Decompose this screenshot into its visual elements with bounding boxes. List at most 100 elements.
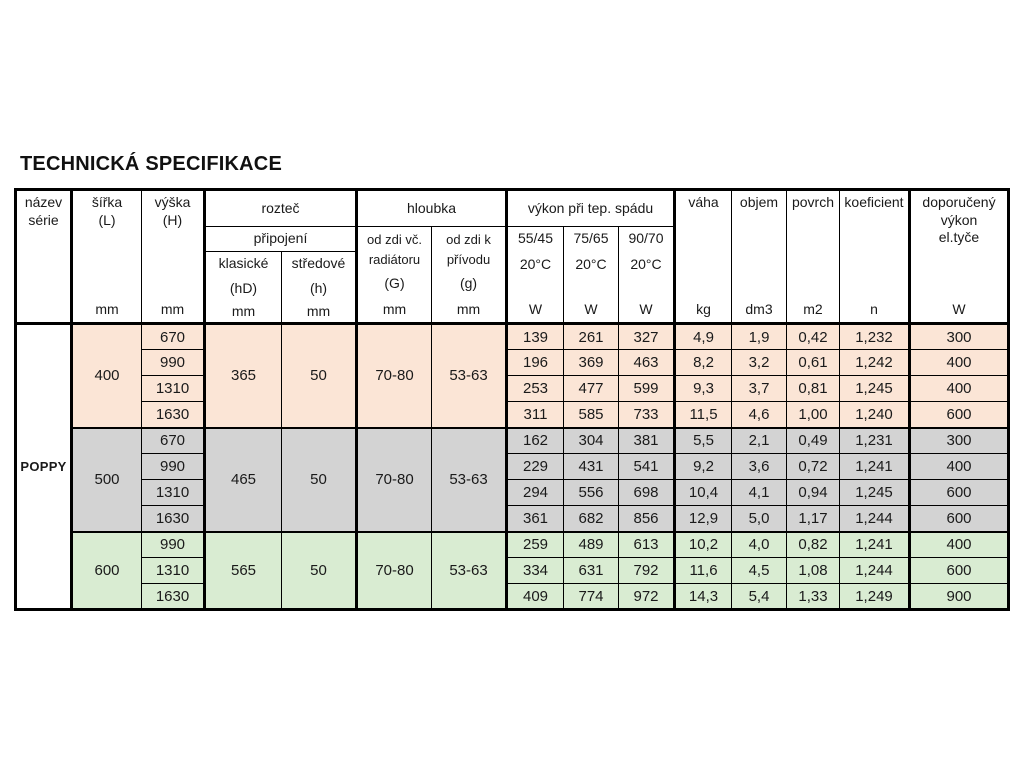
cell-vaha: 5,5: [674, 427, 732, 454]
cell-koeficient: 1,232: [839, 323, 911, 350]
cell-doporuceny: 600: [909, 479, 1009, 506]
cell-sirka: 600: [71, 531, 142, 610]
header-spad-90: 90/70 20°C W: [618, 226, 676, 325]
cell-koeficient: 1,245: [839, 479, 911, 506]
table-row: 1310 253 477 599 9,3 3,7 0,81 1,245 400: [16, 375, 1009, 402]
table-row: 1310 334 631 792 11,6 4,5 1,08 1,244 600: [16, 557, 1009, 584]
cell-povrch: 0,82: [786, 531, 840, 558]
header-od-zdi-vc: od zdi vč. radiátoru (G) mm: [356, 226, 432, 325]
header-spad-75-temp: 20°C: [575, 255, 607, 272]
cell-vyska: 670: [141, 427, 206, 454]
header-nazev-serie-label: název série: [24, 194, 63, 228]
cell-vykon-55: 229: [506, 453, 564, 480]
table-row: 600 990 565 50 70-80 53-63 259 489 613 1…: [16, 531, 1009, 610]
header-pripojeni: připojení: [204, 226, 358, 252]
header-objem-label: objem: [739, 194, 779, 210]
cell-vyska: 1310: [141, 479, 206, 506]
table-header: název série šířka (L) mm výška (H) mm ro…: [15, 189, 1009, 325]
cell-vykon-55: 334: [506, 557, 564, 584]
header-spad-55-temp: 20°C: [519, 255, 552, 272]
cell-vyska: 990: [141, 531, 206, 558]
header-vaha-label: váha: [688, 194, 719, 210]
cell-vykon-90: 856: [618, 505, 676, 533]
header-stredove-label: středové: [291, 255, 346, 271]
table-row: POPPY 400 670 365 50 70-80 53-63 139 261…: [15, 323, 1009, 610]
header-vyska-label: výška (H): [154, 194, 191, 228]
header-koeficient-unit: n: [870, 301, 878, 317]
cell-doporuceny: 300: [909, 427, 1009, 454]
cell-objem: 3,6: [731, 453, 787, 480]
cell-objem: 5,0: [731, 505, 787, 533]
cell-vykon-90: 698: [618, 479, 676, 506]
header-vyska: výška (H) mm: [141, 189, 206, 325]
cell-koeficient: 1,240: [839, 401, 911, 429]
cell-vykon-90: 541: [618, 453, 676, 480]
cell-doporuceny: 400: [909, 375, 1009, 402]
header-sirka-label: šířka (L): [91, 194, 123, 228]
cell-vaha: 14,3: [674, 583, 732, 610]
cell-vykon-75: 585: [563, 401, 619, 429]
table-row: 500 670 465 50 70-80 53-63 162 304 381 5…: [16, 427, 1009, 533]
cell-vyska: 990: [141, 349, 206, 376]
cell-objem: 4,6: [731, 401, 787, 429]
header-spad-90-temp: 20°C: [630, 255, 662, 272]
cell-vaha: 9,2: [674, 453, 732, 480]
header-od-zdi-k-unit: mm: [456, 301, 481, 317]
cell-vykon-75: 369: [563, 349, 619, 376]
cell-doporuceny: 600: [909, 401, 1009, 429]
cell-vykon-55: 311: [506, 401, 564, 429]
header-spad-90-label: 90/70: [628, 230, 664, 246]
spec-table: název série šířka (L) mm výška (H) mm ro…: [14, 188, 1010, 611]
header-roztec: rozteč: [204, 189, 358, 227]
header-sirka-unit: mm: [95, 301, 119, 317]
cell-doporuceny: 400: [909, 453, 1009, 480]
cell-vaha: 8,2: [674, 349, 732, 376]
cell-vykon-55: 196: [506, 349, 564, 376]
cell-vykon-55: 162: [506, 427, 564, 454]
header-od-zdi-vc-unit: mm: [382, 301, 407, 317]
cell-vyska: 1310: [141, 375, 206, 402]
cell-vykon-90: 381: [618, 427, 676, 454]
header-doporuceny-unit: W: [952, 301, 966, 317]
cell-sirka: 500: [71, 427, 142, 533]
cell-vykon-75: 682: [563, 505, 619, 533]
cell-roztec-klasicke: 565: [204, 531, 282, 610]
cell-roztec-stredove: 50: [281, 531, 358, 610]
cell-vaha: 10,2: [674, 531, 732, 558]
cell-vykon-55: 259: [506, 531, 564, 558]
header-vaha-unit: kg: [696, 301, 711, 317]
header-spad-55-label: 55/45: [517, 230, 554, 246]
cell-vykon-90: 792: [618, 557, 676, 584]
cell-objem: 3,2: [731, 349, 787, 376]
cell-vaha: 11,5: [674, 401, 732, 429]
header-vyska-unit: mm: [160, 301, 185, 317]
header-klasicke: klasické (hD) mm: [204, 251, 282, 325]
header-sirka: šířka (L) mm: [71, 189, 142, 325]
header-stredove-symbol: (h): [309, 279, 328, 296]
table-row: 1630 409 774 972 14,3 5,4 1,33 1,249 900: [16, 583, 1009, 610]
cell-objem: 4,5: [731, 557, 787, 584]
cell-hloubka-g: 70-80: [356, 323, 432, 429]
cell-roztec-stredove: 50: [281, 427, 358, 533]
cell-doporuceny: 400: [909, 349, 1009, 376]
cell-koeficient: 1,249: [839, 583, 911, 610]
cell-vykon-75: 261: [563, 323, 619, 350]
cell-vyska: 990: [141, 453, 206, 480]
cell-vykon-75: 477: [563, 375, 619, 402]
cell-hloubka-g2: 53-63: [431, 531, 508, 610]
header-vykon: výkon při tep. spádu: [506, 189, 676, 227]
page-title: TECHNICKÁ SPECIFIKACE: [20, 153, 282, 175]
cell-povrch: 1,08: [786, 557, 840, 584]
cell-doporuceny: 900: [909, 583, 1009, 610]
cell-vykon-55: 139: [506, 323, 564, 350]
header-koeficient: koeficient n: [839, 189, 911, 325]
header-vaha: váha kg: [674, 189, 732, 325]
cell-koeficient: 1,244: [839, 505, 911, 533]
header-roztec-label: rozteč: [261, 199, 300, 216]
cell-vykon-75: 556: [563, 479, 619, 506]
header-pripojeni-label: připojení: [253, 230, 308, 247]
cell-vaha: 10,4: [674, 479, 732, 506]
cell-roztec-klasicke: 365: [204, 323, 282, 429]
header-vykon-label: výkon při tep. spádu: [527, 199, 654, 216]
